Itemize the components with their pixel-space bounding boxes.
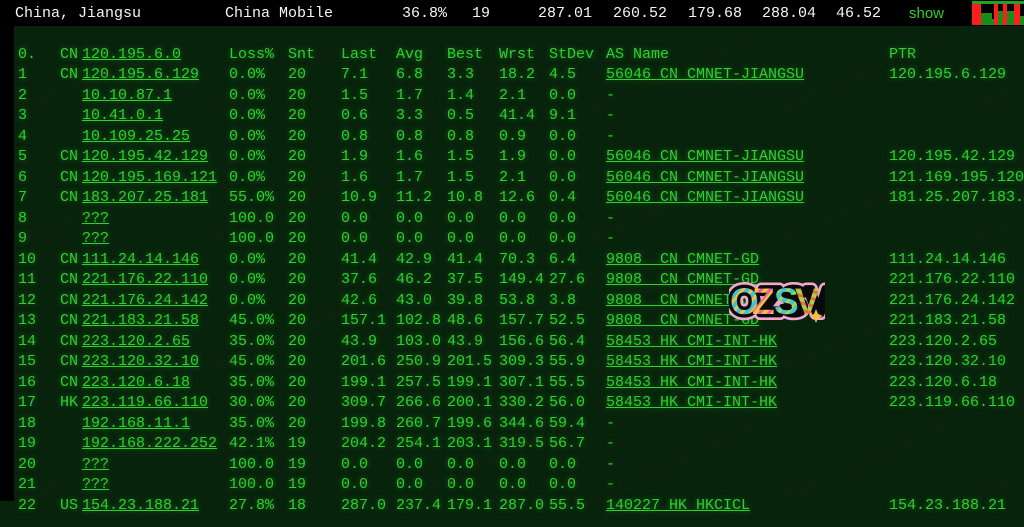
svg-text:Z: Z — [752, 282, 775, 322]
